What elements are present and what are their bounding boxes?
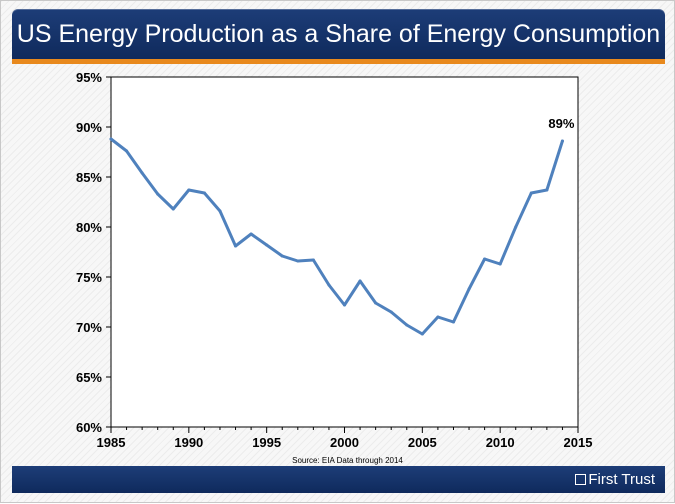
data-point — [202, 191, 206, 195]
x-tick-label: 1985 — [97, 435, 126, 450]
data-point — [265, 243, 269, 247]
title-banner: US Energy Production as a Share of Energ… — [12, 9, 665, 59]
x-tick-label: 2000 — [330, 435, 359, 450]
data-point — [280, 254, 284, 258]
data-point — [529, 191, 533, 195]
data-point — [140, 171, 144, 175]
y-tick-label: 90% — [76, 120, 102, 135]
y-tick-label: 80% — [76, 220, 102, 235]
data-point — [374, 301, 378, 305]
data-point — [420, 332, 424, 336]
data-point — [156, 192, 160, 196]
data-point — [125, 149, 129, 153]
data-point — [389, 310, 393, 314]
brand-logo: First Trust — [575, 466, 655, 493]
data-point — [514, 225, 518, 229]
y-tick-label: 85% — [76, 170, 102, 185]
data-point — [451, 320, 455, 324]
data-point — [436, 315, 440, 319]
x-tick-label: 1995 — [252, 435, 281, 450]
x-axis: 1985 1990 1995 2000 2005 2010 2015 — [97, 427, 593, 450]
y-tick-label: 75% — [76, 270, 102, 285]
x-tick-label: 2015 — [564, 435, 593, 450]
y-tick-label: 65% — [76, 370, 102, 385]
source-note: Source: EIA Data through 2014 — [292, 456, 403, 465]
x-tick-label: 1990 — [174, 435, 203, 450]
accent-bar — [12, 59, 665, 64]
data-point — [218, 209, 222, 213]
data-point — [187, 188, 191, 192]
brand-square-icon — [575, 474, 587, 485]
x-tick-label: 2005 — [408, 435, 437, 450]
data-point — [296, 259, 300, 263]
data-point — [545, 188, 549, 192]
footer-bar: First Trust — [12, 466, 665, 493]
data-point — [311, 258, 315, 262]
data-point — [249, 232, 253, 236]
end-value-label: 89% — [548, 116, 574, 131]
data-point — [483, 257, 487, 261]
data-point — [327, 283, 331, 287]
plot-area — [110, 76, 579, 428]
y-tick-label: 60% — [76, 420, 102, 435]
data-point — [343, 303, 346, 307]
data-point — [560, 139, 564, 143]
series-line — [109, 137, 564, 336]
data-point — [405, 323, 409, 327]
y-tick-label: 70% — [76, 320, 102, 335]
data-point — [171, 207, 175, 211]
data-point — [109, 137, 113, 141]
y-tick-label: 95% — [76, 70, 102, 85]
data-point — [498, 262, 502, 266]
data-points — [109, 137, 564, 336]
data-point — [467, 287, 471, 291]
data-point — [358, 279, 362, 283]
data-point — [234, 244, 238, 248]
brand-name: First Trust — [588, 471, 655, 488]
x-tick-label: 2010 — [486, 435, 515, 450]
y-axis: 60% 65% 70% 75% 80% 85% 90% 95% — [76, 70, 111, 435]
page-title: US Energy Production as a Share of Energ… — [16, 20, 661, 48]
